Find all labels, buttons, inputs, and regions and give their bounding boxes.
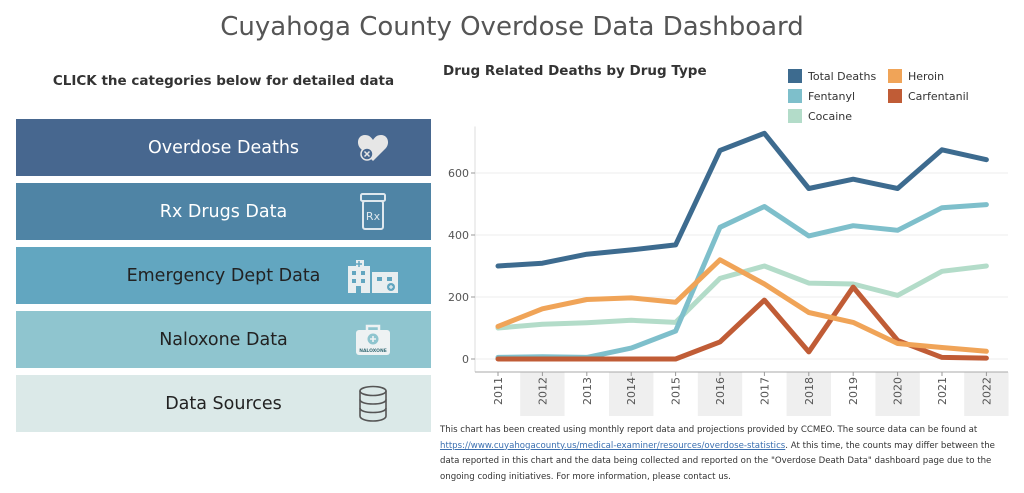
series-line-heroin[interactable] — [495, 257, 989, 354]
category-naloxone-button[interactable]: Naloxone Data NALOXONE — [16, 311, 431, 368]
legend-swatch — [888, 89, 902, 103]
naloxone-text: NALOXONE — [359, 348, 387, 354]
y-tick-label: 600 — [448, 167, 469, 180]
legend-swatch — [788, 69, 802, 83]
category-label: Data Sources — [165, 393, 282, 414]
legend-swatch — [788, 109, 802, 123]
legend-swatch — [788, 89, 802, 103]
x-tick-label: 2011 — [492, 377, 505, 405]
x-tick-label: 2018 — [803, 377, 816, 405]
category-rx-drugs-button[interactable]: Rx Drugs Data Rx — [16, 183, 431, 240]
source-note: This chart has been created using monthl… — [440, 423, 1015, 485]
y-tick-label: 200 — [448, 291, 469, 304]
series-line-total-deaths[interactable] — [495, 130, 989, 269]
category-label: Overdose Deaths — [147, 137, 300, 158]
y-tick-label: 400 — [448, 229, 469, 242]
legend-item[interactable]: Fentanyl — [788, 89, 855, 103]
prescription-bottle-icon: Rx — [353, 192, 393, 232]
x-tick-label: 2020 — [892, 377, 905, 405]
x-band — [786, 372, 831, 416]
category-label: Rx Drugs Data — [159, 201, 288, 222]
x-tick-label: 2013 — [581, 377, 594, 405]
legend-label: Cocaine — [808, 109, 852, 123]
category-data-sources-button[interactable]: Data Sources — [16, 375, 431, 432]
source-note-text-2: . At this time, the counts may differ be… — [440, 440, 995, 482]
page-title: Cuyahoga County Overdose Data Dashboard — [220, 12, 804, 42]
x-band — [520, 372, 565, 416]
x-tick-label: 2015 — [670, 377, 683, 405]
x-tick-label: 2012 — [536, 377, 549, 405]
legend-item[interactable]: Cocaine — [788, 109, 852, 123]
y-tick-label: 0 — [462, 353, 469, 366]
rx-text: Rx — [366, 210, 381, 223]
category-label: Emergency Dept Data — [126, 265, 321, 286]
legend-label: Heroin — [908, 69, 945, 83]
x-band — [875, 372, 920, 416]
source-note-text: This chart has been created using monthl… — [440, 425, 978, 435]
category-overdose-deaths-button[interactable]: Overdose Deaths — [16, 119, 431, 176]
x-band — [697, 372, 743, 416]
legend-item[interactable]: Carfentanil — [888, 89, 969, 103]
legend-label: Fentanyl — [808, 89, 856, 103]
category-label: Naloxone Data — [159, 329, 288, 350]
legend-swatch — [888, 69, 902, 83]
legend-label: Carfentanil — [908, 89, 969, 103]
database-icon — [353, 384, 393, 424]
x-band — [609, 372, 654, 416]
chart-legend: Total Deaths Heroin Fentanyl Carfentanil Coc… — [788, 69, 988, 129]
x-tick-label: 2014 — [625, 377, 638, 405]
source-link[interactable]: https://www.cuyahogacounty.us/medical-ex… — [440, 440, 786, 451]
chart-title: Drug Related Deaths by Drug Type — [443, 63, 707, 79]
category-emergency-dept-button[interactable]: Emergency Dept Data — [16, 247, 431, 304]
naloxone-kit-icon: NALOXONE — [353, 320, 393, 360]
x-tick-label: 2016 — [714, 377, 727, 405]
x-tick-label: 2019 — [847, 377, 860, 405]
series-line-fentanyl[interactable] — [495, 202, 989, 360]
x-band — [964, 372, 1009, 416]
heart-icon — [353, 128, 393, 168]
x-tick-label: 2022 — [980, 377, 993, 405]
sidebar-instructions: CLICK the categories below for detailed … — [52, 73, 395, 89]
legend-item[interactable]: Heroin — [888, 69, 944, 83]
legend-item[interactable]: Total Deaths — [788, 69, 876, 83]
x-tick-label: 2017 — [758, 377, 771, 405]
legend-label: Total Deaths — [808, 69, 877, 83]
hospital-building-icon — [347, 256, 399, 296]
x-tick-label: 2021 — [936, 377, 949, 405]
